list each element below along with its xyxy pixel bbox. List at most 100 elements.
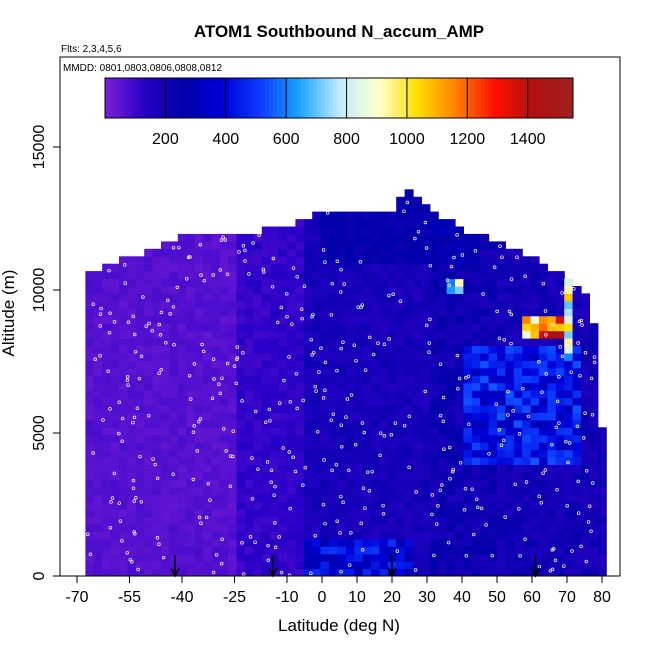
heatmap-cell: [329, 427, 338, 436]
heatmap-cell: [119, 568, 128, 576]
heatmap-cell: [312, 345, 322, 354]
heatmap-cell: [295, 457, 305, 465]
heatmap-cell: [177, 494, 187, 503]
heatmap-cell: [547, 293, 557, 302]
heatmap-cell: [127, 494, 137, 503]
sample-point: [147, 321, 151, 326]
sample-point: [93, 357, 98, 362]
heatmap-cell: [287, 479, 296, 488]
sample-point: [112, 471, 117, 476]
heatmap-cell: [211, 293, 221, 302]
heatmap-cell: [102, 561, 112, 570]
heatmap-cell: [295, 315, 305, 324]
heatmap-cell: [572, 471, 582, 480]
colorbar-swatch: [217, 78, 222, 118]
heatmap-cell: [270, 360, 280, 369]
heatmap-cell: [278, 419, 288, 428]
heatmap-cell: [329, 434, 338, 443]
heatmap-cell: [371, 568, 380, 576]
heatmap-cell: [152, 523, 162, 532]
colorbar-swatch: [149, 78, 154, 118]
sample-point: [247, 272, 251, 276]
heatmap-cell: [505, 338, 515, 346]
heatmap-cell: [438, 256, 448, 265]
sample-point: [157, 322, 162, 327]
heatmap-cell: [303, 405, 313, 413]
heatmap-cell: [354, 293, 364, 302]
heatmap-cell: [194, 434, 204, 443]
heatmap-cell: [488, 271, 498, 280]
sample-point: [200, 342, 204, 347]
heatmap-cell: [102, 390, 112, 399]
heatmap-cell: [480, 308, 490, 317]
heatmap-cell: [152, 509, 162, 518]
heatmap-cell: [161, 509, 170, 518]
heatmap-cell: [446, 553, 456, 562]
heatmap-cell: [278, 300, 288, 309]
sample-point: [256, 467, 260, 471]
sample-point: [464, 376, 468, 380]
heatmap-cell: [438, 442, 448, 451]
heatmap-cell: [345, 382, 355, 391]
heatmap-cell: [152, 546, 162, 555]
heatmap-cell: [177, 412, 187, 421]
heatmap-cell: [371, 449, 380, 458]
heatmap-cell: [295, 375, 305, 384]
colorbar-swatch: [509, 78, 514, 118]
heatmap-cell: [329, 233, 338, 242]
heatmap-cell: [488, 397, 498, 406]
heatmap-cell: [404, 449, 414, 458]
heatmap-cell: [497, 345, 506, 354]
heatmap-cell: [287, 516, 296, 525]
heatmap-cell: [547, 367, 557, 376]
heatmap-cell: [119, 449, 128, 458]
heatmap-cell: [211, 256, 221, 265]
heatmap-cell: [287, 352, 296, 361]
sample-point: [325, 211, 330, 215]
heatmap-cell: [354, 471, 364, 480]
heatmap-cell: [572, 300, 582, 309]
heatmap-cell: [177, 382, 187, 391]
heatmap-cell: [463, 315, 473, 324]
heatmap-cell: [471, 509, 481, 518]
heatmap-cell: [245, 553, 254, 562]
sample-point: [583, 351, 588, 355]
heatmap-cell: [480, 330, 490, 339]
heatmap-cell: [110, 553, 120, 562]
heatmap-cell: [303, 494, 313, 503]
heatmap-cell: [102, 553, 112, 562]
heatmap-cell: [161, 538, 170, 547]
heatmap-cell: [564, 293, 574, 302]
heatmap-cell: [371, 412, 380, 421]
heatmap-cell: [261, 360, 271, 369]
heatmap-cell: [303, 523, 313, 532]
sample-point: [302, 284, 307, 288]
heatmap-cell: [253, 561, 263, 570]
heatmap-cell: [463, 427, 473, 436]
heatmap-cell: [135, 286, 145, 294]
heatmap-cell: [497, 390, 506, 399]
sample-point: [501, 438, 506, 443]
heatmap-cell: [287, 233, 296, 242]
heatmap-cell: [589, 509, 599, 518]
heatmap-cell: [329, 486, 338, 495]
sample-point: [458, 461, 463, 465]
heatmap-cell: [539, 338, 548, 346]
heatmap-cell: [404, 509, 414, 518]
heatmap-cell: [152, 449, 162, 458]
heatmap-cell: [581, 405, 590, 413]
heatmap-cell: [169, 271, 179, 280]
heatmap-cell: [480, 375, 490, 384]
heatmap-cell: [396, 442, 406, 451]
sample-point: [192, 362, 197, 366]
colorbar-swatch: [309, 78, 314, 118]
heatmap-cell: [362, 211, 372, 220]
heatmap-cell: [228, 330, 238, 339]
sample-point: [455, 353, 460, 358]
heatmap-cell: [438, 390, 448, 399]
heatmap-cell: [337, 293, 347, 302]
heatmap-cell: [135, 271, 145, 280]
heatmap-cell: [455, 449, 464, 458]
sample-point: [338, 531, 342, 535]
heatmap-cell: [455, 382, 464, 391]
